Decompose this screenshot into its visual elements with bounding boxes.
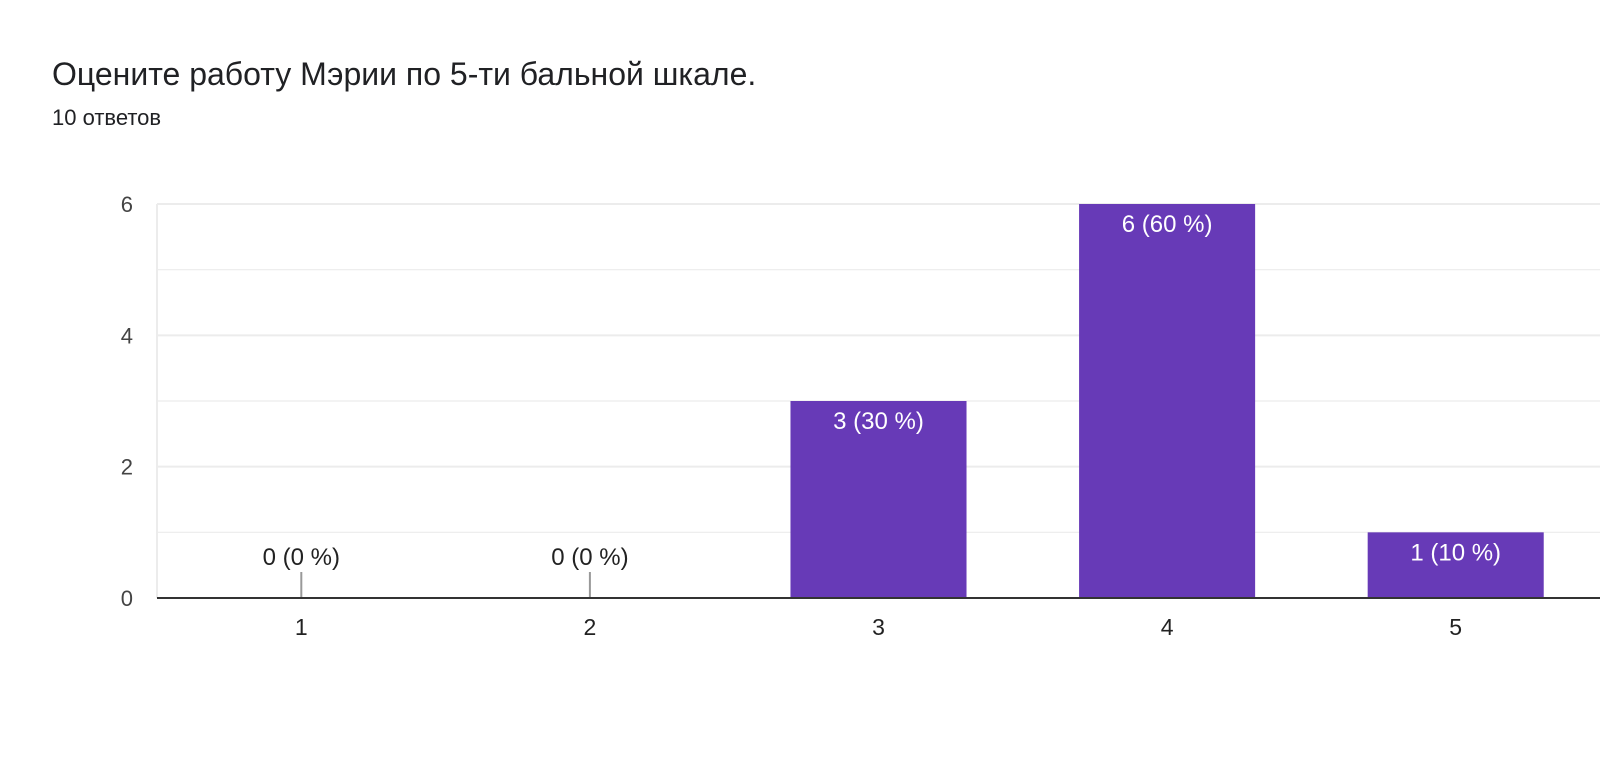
response-count: 10 ответов xyxy=(52,105,162,130)
x-tick-label: 3 xyxy=(872,614,885,640)
y-tick-label: 6 xyxy=(121,192,133,217)
axes: 0 2 4 6 1 2 3 4 5 xyxy=(121,192,1600,640)
data-labels: 0 (0 %) 0 (0 %) 3 (30 %) 6 (60 %) 1 (10 %) xyxy=(263,211,1501,571)
chart-title: Оцените работу Мэрии по 5-ти бальной шка… xyxy=(52,56,757,92)
data-label: 3 (30 %) xyxy=(833,408,924,435)
bar xyxy=(1367,532,1544,598)
x-tick-label: 2 xyxy=(584,614,597,640)
bars xyxy=(300,204,1544,598)
x-tick-label: 1 xyxy=(295,614,308,640)
y-tick-label: 0 xyxy=(121,586,133,611)
x-tick-label: 4 xyxy=(1161,614,1174,640)
data-label: 6 (60 %) xyxy=(1122,211,1213,238)
bar xyxy=(790,401,967,598)
chart-header: Оцените работу Мэрии по 5-ти бальной шка… xyxy=(52,52,756,132)
x-tick-label: 5 xyxy=(1449,614,1462,640)
y-tick-label: 2 xyxy=(121,455,133,480)
data-label: 0 (0 %) xyxy=(551,544,628,571)
data-label: 1 (10 %) xyxy=(1410,539,1501,566)
data-label: 0 (0 %) xyxy=(263,544,340,571)
bar xyxy=(1079,204,1256,598)
y-tick-label: 4 xyxy=(121,323,133,348)
